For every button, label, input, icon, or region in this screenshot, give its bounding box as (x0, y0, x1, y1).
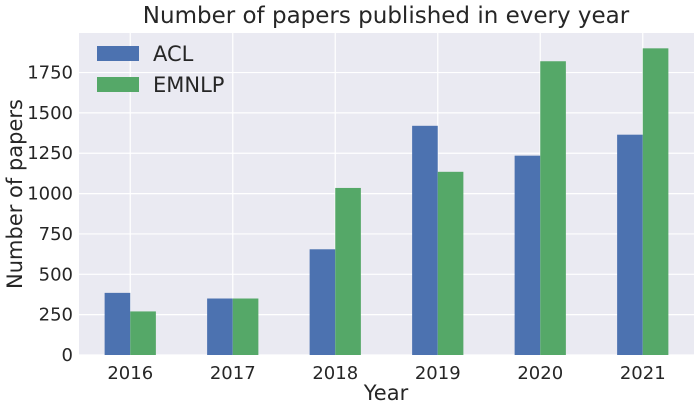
bar-emnlp-2017 (232, 298, 259, 355)
bars (104, 48, 669, 356)
bar-emnlp-2019 (437, 171, 464, 355)
y-tick-label: 1750 (27, 63, 73, 84)
legend: ACL EMNLP (97, 42, 224, 97)
bar-acl-2020 (514, 155, 541, 355)
y-tick-label: 1000 (27, 184, 73, 205)
x-axis-label: Year (363, 381, 409, 405)
legend-swatch-emnlp (97, 77, 139, 92)
bar-acl-2018 (309, 249, 336, 355)
legend-swatch-acl (97, 46, 139, 61)
bar-acl-2021 (617, 134, 643, 355)
legend-label-acl: ACL (153, 42, 194, 66)
bar-emnlp-2018 (335, 187, 361, 355)
y-tick-label: 500 (39, 264, 73, 285)
y-tick-label: 1250 (27, 143, 73, 164)
bar-emnlp-2020 (540, 61, 566, 356)
x-tick-label: 2020 (517, 363, 563, 384)
y-tick-labels: 0 250 500 750 1000 1250 1500 1750 (27, 63, 73, 366)
y-tick-label: 0 (62, 345, 73, 366)
bar-emnlp-2021 (642, 48, 669, 355)
x-tick-label: 2016 (107, 363, 153, 384)
bar-emnlp-2016 (130, 311, 156, 355)
bar-acl-2017 (207, 298, 233, 355)
bar-acl-2016 (104, 292, 131, 355)
x-tick-label: 2019 (415, 363, 461, 384)
x-tick-label: 2017 (210, 363, 256, 384)
y-tick-label: 1500 (27, 103, 73, 124)
x-tick-labels: 2016 2017 2018 2019 2020 2021 (107, 363, 665, 384)
chart-title: Number of papers published in every year (143, 3, 630, 29)
y-tick-label: 250 (39, 305, 73, 326)
y-axis-label: Number of papers (3, 99, 27, 289)
legend-label-emnlp: EMNLP (153, 73, 224, 97)
x-tick-label: 2021 (620, 363, 666, 384)
bar-acl-2019 (412, 125, 438, 356)
y-tick-label: 750 (39, 224, 73, 245)
x-tick-label: 2018 (312, 363, 358, 384)
